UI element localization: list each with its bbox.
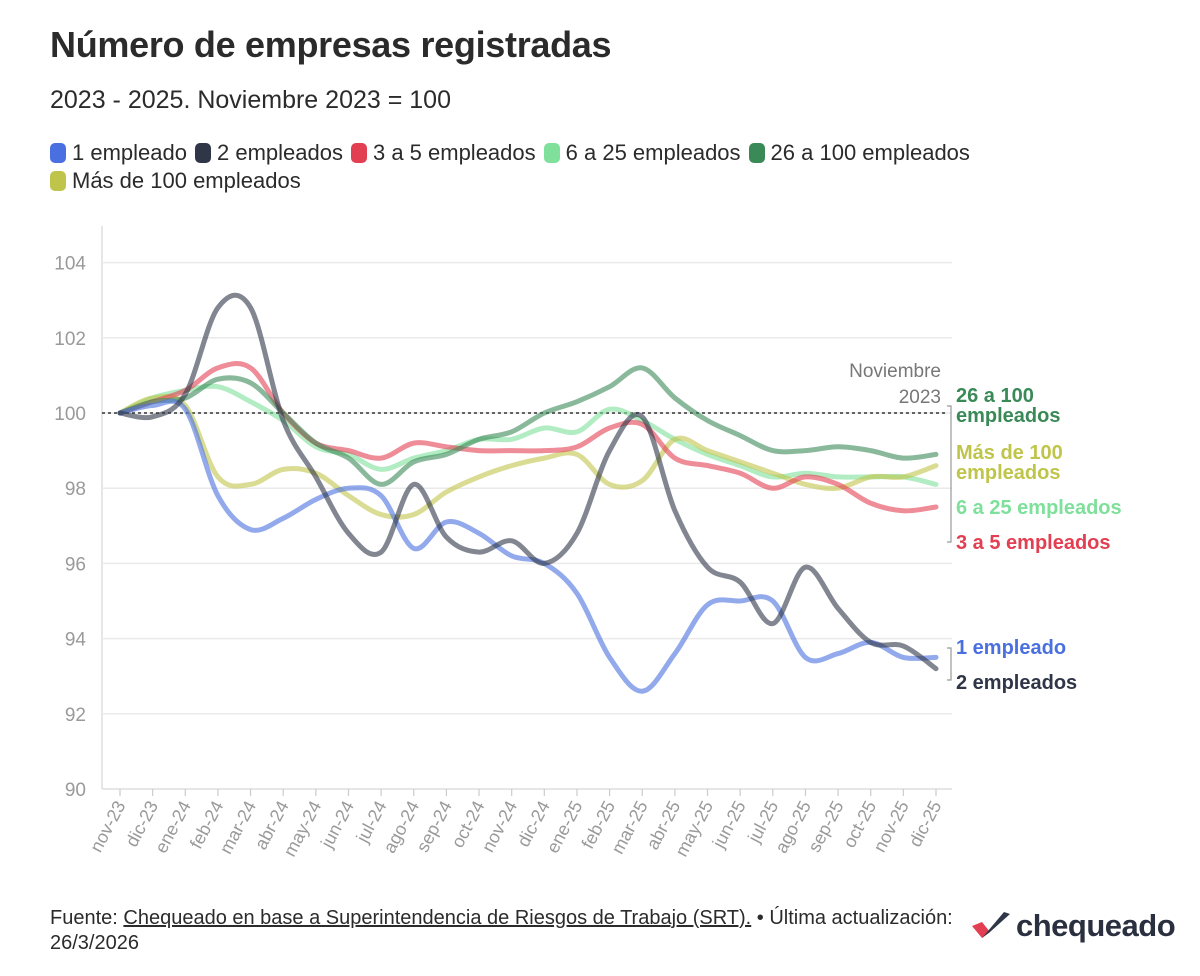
label-bracket-bottom — [947, 647, 952, 681]
reference-label: Noviembre — [849, 361, 941, 382]
series-line — [117, 361, 939, 514]
logo-text: chequeado — [1016, 908, 1176, 943]
y-tick-label: 104 — [54, 254, 86, 275]
x-tick-label: dic-25 — [905, 797, 946, 850]
source-link[interactable]: Chequeado en base a Superintendencia de … — [123, 907, 752, 929]
series-end-label: 6 a 25 empleados — [956, 497, 1122, 519]
y-tick-label: 102 — [54, 329, 86, 350]
chart-legend: 1 empleado 2 empleados 3 a 5 empleados 6 a … — [50, 140, 1050, 194]
legend-label: Más de 100 empleados — [72, 168, 301, 193]
series-line — [117, 292, 939, 672]
series-end-label: 2 empleados — [956, 672, 1077, 694]
legend-swatch — [748, 143, 765, 163]
series-line — [117, 365, 939, 487]
series-end-label: 26 a 100 — [956, 385, 1034, 407]
legend-swatch — [50, 171, 66, 191]
legend-item[interactable]: 2 empleados — [194, 140, 343, 166]
chart-title: Número de empresas registradas — [50, 24, 612, 65]
series-end-label: Más de 100 — [956, 442, 1063, 464]
series-end-label: 1 empleado — [956, 637, 1066, 659]
y-tick-label: 100 — [54, 404, 86, 425]
y-tick-label: 96 — [65, 554, 86, 575]
y-tick-label: 90 — [65, 780, 86, 801]
label-bracket-top — [947, 405, 952, 543]
y-tick-label: 92 — [65, 705, 86, 726]
legend-item[interactable]: 6 a 25 empleados — [543, 140, 741, 166]
legend-label: 3 a 5 empleados — [372, 140, 536, 165]
series-line — [117, 398, 939, 694]
y-tick-label: 94 — [65, 630, 87, 651]
legend-label: 1 empleado — [72, 140, 187, 165]
legend-label: 26 a 100 empleados — [770, 140, 970, 165]
legend-swatch — [543, 143, 560, 163]
series-line — [117, 383, 939, 487]
series-line — [117, 393, 939, 520]
source-prefix: Fuente: — [50, 907, 124, 929]
legend-label: 6 a 25 empleados — [565, 140, 741, 165]
series-end-label: 3 a 5 empleados — [956, 532, 1111, 554]
series-end-label: empleados — [956, 462, 1060, 484]
legend-swatch — [194, 143, 211, 163]
legend-item[interactable]: Más de 100 empleados — [50, 168, 301, 194]
legend-item[interactable]: 3 a 5 empleados — [350, 140, 536, 166]
reference-label: 2023 — [899, 387, 941, 408]
footer: Fuente: Chequeado en base a Superintende… — [50, 906, 960, 956]
legend-swatch — [350, 143, 367, 163]
x-tick-label: nov-23 — [86, 797, 130, 855]
legend-label: 2 empleados — [216, 140, 343, 165]
legend-item[interactable]: 26 a 100 empleados — [748, 140, 970, 166]
chart-subtitle: 2023 - 2025. Noviembre 2023 = 100 — [50, 86, 451, 114]
check-logo-icon — [972, 912, 1010, 938]
update-text: • Última actualización: 26/3/2026 — [50, 907, 953, 954]
legend-item[interactable]: 1 empleado — [50, 140, 187, 166]
y-tick-label: 98 — [65, 479, 86, 500]
legend-swatch — [50, 143, 66, 163]
chequeado-logo[interactable]: chequeado — [970, 908, 1176, 944]
series-end-label: empleados — [956, 405, 1060, 427]
